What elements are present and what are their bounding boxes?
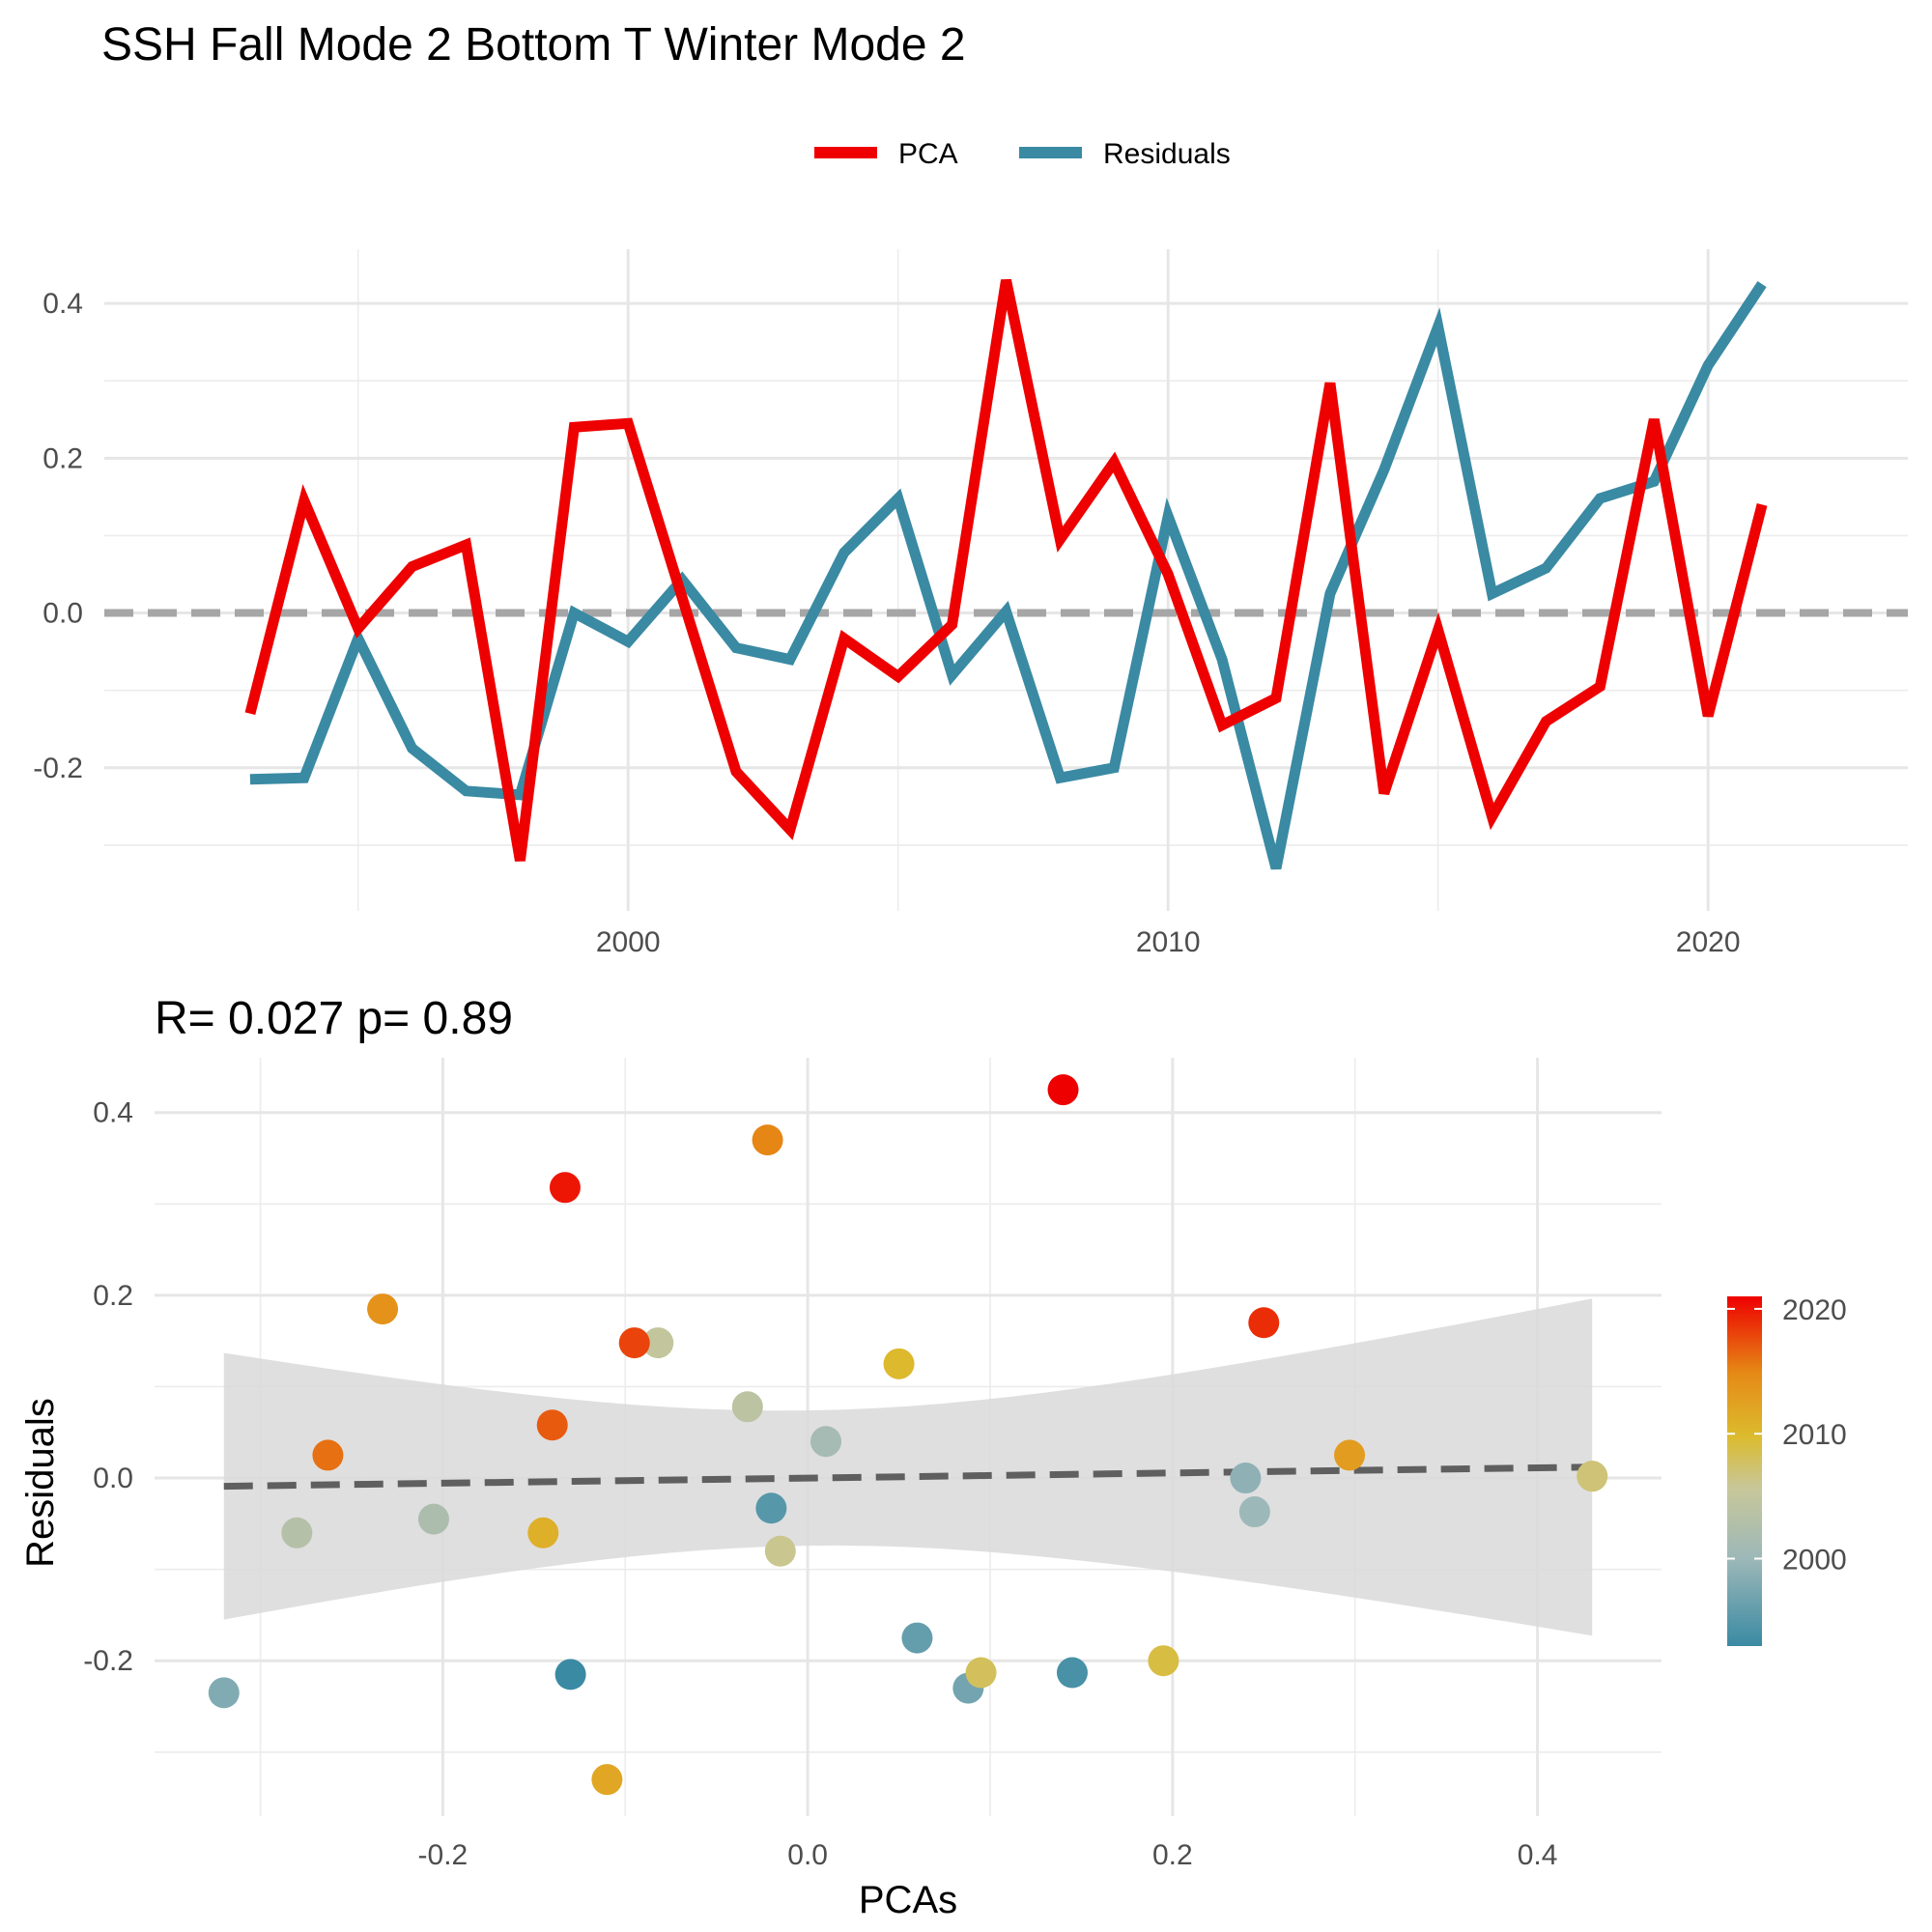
scatter-point-2001	[810, 1426, 842, 1458]
scatter-point-1994	[1056, 1657, 1088, 1689]
confidence-band	[223, 1298, 1593, 1636]
y-tick-label: 0.0	[93, 1463, 133, 1494]
scatter-point-1998	[208, 1677, 240, 1709]
y-axis-title: Residuals	[19, 1398, 62, 1568]
scatter-point-2018	[618, 1327, 650, 1359]
scatter-point-2009	[1148, 1645, 1179, 1677]
x-tick-label: 0.4	[1518, 1839, 1558, 1871]
scatter-point-2015	[752, 1124, 783, 1156]
series-line-pca	[244, 278, 1768, 862]
y-tick-label: 0.4	[43, 288, 83, 320]
scatter-point-1995	[755, 1492, 787, 1524]
scatter-point-2017	[536, 1409, 568, 1441]
scatter-point-1993	[554, 1659, 586, 1690]
scatter-x-tick-labels: -0.2 0.0 0.2 0.4	[418, 1839, 1558, 1871]
scatter-points	[208, 1074, 1608, 1796]
colorbar	[1727, 1296, 1762, 1646]
scatter-point-2002	[417, 1503, 449, 1535]
scatter-point-2020	[549, 1172, 581, 1204]
legend-label-pca: PCA	[898, 138, 958, 170]
scatter-point-1996	[901, 1622, 933, 1654]
time-series-lines	[244, 278, 1768, 870]
scatter-point-2004	[731, 1391, 763, 1423]
scatter-point-2005	[642, 1327, 674, 1359]
scatter-point-2019	[1248, 1307, 1280, 1339]
y-tick-label: 0.4	[93, 1097, 133, 1129]
x-tick-label: 2010	[1136, 926, 1201, 958]
scatter-point-2012	[591, 1764, 623, 1796]
series-line-residuals	[249, 281, 1767, 870]
scatter-point-2010	[883, 1348, 915, 1379]
colorbar-label: 2020	[1782, 1294, 1847, 1326]
legend-label-residuals: Residuals	[1103, 138, 1231, 170]
time-series-x-tick-labels: 2000 2010 2020	[596, 926, 1741, 958]
scatter-point-2006	[764, 1535, 796, 1567]
y-tick-label: -0.2	[33, 753, 83, 784]
x-axis-title: PCAs	[859, 1879, 957, 1921]
time-series-y-tick-labels: -0.2 0.0 0.2 0.4	[33, 288, 83, 784]
scatter-point-2007	[1577, 1461, 1608, 1492]
time-series-grid	[104, 249, 1908, 911]
y-tick-label: 0.0	[43, 598, 83, 630]
scatter-point-2013	[1334, 1439, 1366, 1471]
scatter-point-2014	[367, 1293, 399, 1325]
scatter-point-2003	[281, 1517, 313, 1548]
x-tick-label: 0.0	[787, 1839, 828, 1871]
colorbar-labels: 2000 2010 2020	[1782, 1294, 1847, 1577]
scatter-point-2008	[965, 1657, 997, 1689]
y-tick-label: -0.2	[83, 1645, 133, 1677]
x-tick-label: -0.2	[418, 1839, 469, 1871]
colorbar-label: 2010	[1782, 1419, 1847, 1451]
scatter-point-1999	[1230, 1463, 1262, 1494]
y-tick-label: 0.2	[43, 442, 83, 474]
colorbar-label: 2000	[1782, 1545, 1847, 1577]
scatter-panel: R= 0.027 p= 0.89 -0.2 0.0 0.2 0.4 -0.2 0…	[19, 993, 1847, 1921]
scatter-title: R= 0.027 p= 0.89	[155, 993, 513, 1044]
fit-line	[223, 1463, 1593, 1491]
legend: PCA Residuals	[814, 138, 1231, 170]
scatter-y-tick-labels: -0.2 0.0 0.2 0.4	[83, 1097, 133, 1677]
scatter-point-2016	[312, 1439, 344, 1471]
y-tick-label: 0.2	[93, 1280, 133, 1312]
scatter-point-2011	[527, 1517, 559, 1548]
x-tick-label: 2000	[596, 926, 661, 958]
x-tick-label: 2020	[1676, 926, 1741, 958]
scatter-point-2021	[1047, 1074, 1079, 1106]
time-series-panel: -0.2 0.0 0.2 0.4 2000 2010 2020	[33, 249, 1908, 958]
colorbar-ticks	[1727, 1307, 1762, 1560]
x-tick-label: 0.2	[1152, 1839, 1193, 1871]
chart-title: SSH Fall Mode 2 Bottom T Winter Mode 2	[101, 19, 966, 71]
scatter-point-2000	[1238, 1496, 1270, 1528]
